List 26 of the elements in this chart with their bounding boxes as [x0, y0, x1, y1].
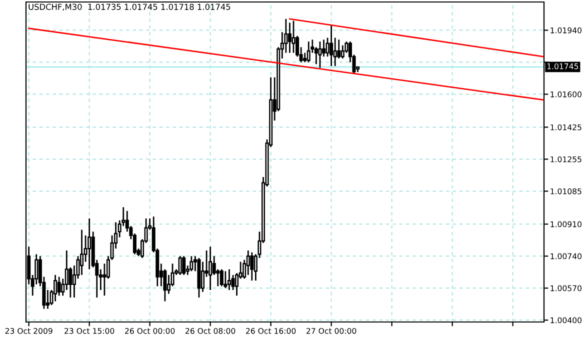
candlestick	[288, 22, 292, 54]
candlestick	[88, 218, 92, 270]
candlestick	[178, 255, 182, 276]
candlestick	[227, 268, 231, 291]
candlestick	[102, 262, 106, 296]
candlestick	[57, 276, 61, 296]
candlestick	[182, 255, 186, 276]
candlestick	[190, 255, 194, 272]
candlestick	[80, 229, 84, 276]
chart-title: USDCHF,M30 1.01735 1.01745 1.01718 1.01745	[28, 4, 230, 11]
candlestick	[68, 266, 72, 298]
candlestick	[246, 250, 250, 276]
candlestick	[326, 37, 330, 58]
candlestick	[303, 52, 307, 63]
candlestick	[337, 38, 341, 60]
candlestick	[318, 40, 322, 69]
candlestick	[340, 44, 344, 60]
candlestick	[250, 252, 254, 282]
candlestick	[292, 20, 296, 54]
candlestick	[306, 40, 310, 63]
candlestick	[220, 268, 224, 287]
candlestick	[54, 274, 58, 302]
candlestick	[322, 38, 326, 58]
candlestick	[330, 24, 334, 67]
candlestick	[224, 270, 228, 289]
candlestick	[208, 246, 212, 291]
